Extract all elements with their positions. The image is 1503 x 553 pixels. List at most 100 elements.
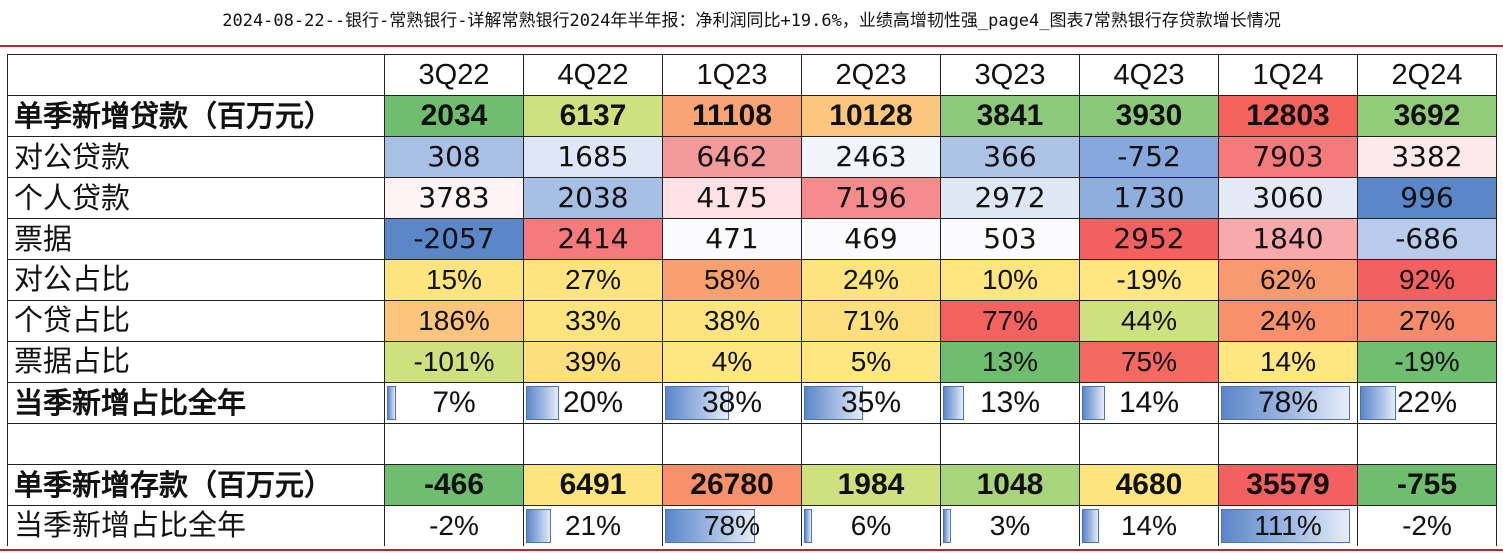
value-cell: 186% xyxy=(384,300,524,342)
share-value: 3% xyxy=(989,510,1031,541)
value-cell: 58% xyxy=(662,259,802,301)
value-cell: 4175 xyxy=(662,177,802,219)
value-cell: 15% xyxy=(384,259,524,301)
share-value: 20% xyxy=(562,386,624,419)
share-cell: -2% xyxy=(1357,505,1497,546)
share-value: 7% xyxy=(432,386,476,419)
value-cell: 2972 xyxy=(940,177,1080,219)
value-cell: 4680 xyxy=(1079,464,1219,506)
value-cell: 14% xyxy=(1218,341,1358,383)
value-cell: 3783 xyxy=(384,177,524,219)
value-cell: -101% xyxy=(384,341,524,383)
spacer-row xyxy=(7,423,1497,465)
value-cell: 2414 xyxy=(523,218,663,260)
share-cell-box: 78% xyxy=(664,506,801,546)
share-cell-box: 21% xyxy=(525,506,662,546)
data-row: 票据 -2057 2414 471 469 503 2952 1840 -686 xyxy=(7,218,1497,260)
value-cell: 10% xyxy=(940,259,1080,301)
row-label: 单季新增贷款（百万元） xyxy=(7,95,385,137)
loan-share-row: 当季新增占比全年 7% 20% 38% 35% 13% 14% 78% 22% xyxy=(7,382,1497,424)
value-cell: 39% xyxy=(523,341,663,383)
share-value: 78% xyxy=(1257,386,1319,419)
value-cell: -2057 xyxy=(384,218,524,260)
share-cell-box: -2% xyxy=(386,506,523,546)
quarter-header-cell: 1Q23 xyxy=(662,54,802,96)
share-cell: 3% xyxy=(940,505,1080,546)
figure-caption: 2024-08-22--银行-常熟银行-详解常熟银行2024年半年报：净利润同比… xyxy=(222,11,1281,31)
row-label: 票据占比 xyxy=(7,341,385,383)
share-value: 35% xyxy=(840,386,902,419)
value-cell: 7903 xyxy=(1218,136,1358,178)
data-bar xyxy=(943,386,964,420)
data-bar xyxy=(1082,386,1105,420)
value-cell: 2952 xyxy=(1079,218,1219,260)
share-cell: 7% xyxy=(384,382,524,424)
data-row: 票据占比 -101% 39% 4% 5% 13% 75% 14% -19% xyxy=(7,341,1497,383)
share-value: 111% xyxy=(1254,510,1322,541)
value-cell: 503 xyxy=(940,218,1080,260)
value-cell: 26780 xyxy=(662,464,802,506)
data-bar xyxy=(526,509,551,543)
share-cell-box: 38% xyxy=(664,384,801,423)
value-cell: 77% xyxy=(940,300,1080,342)
value-cell: -19% xyxy=(1079,259,1219,301)
empty-cell xyxy=(1357,423,1497,465)
data-row: 单季新增贷款（百万元） 2034 6137 11108 10128 3841 3930 128… xyxy=(7,95,1497,137)
value-cell: 3382 xyxy=(1357,136,1497,178)
share-cell: 78% xyxy=(662,505,802,546)
value-cell: 62% xyxy=(1218,259,1358,301)
table-body: 3Q22 4Q22 1Q23 2Q23 3Q23 4Q23 1Q24 2Q24 单季新增贷款（百… xyxy=(7,54,1497,546)
share-cell: 78% xyxy=(1218,382,1358,424)
data-bar xyxy=(943,509,951,543)
share-cell-box: 111% xyxy=(1220,506,1357,546)
value-cell: 24% xyxy=(801,259,941,301)
value-cell: 27% xyxy=(1357,300,1497,342)
value-cell: 2038 xyxy=(523,177,663,219)
share-cell: -2% xyxy=(384,505,524,546)
value-cell: 308 xyxy=(384,136,524,178)
value-cell: 6462 xyxy=(662,136,802,178)
value-cell: 1685 xyxy=(523,136,663,178)
value-cell: 75% xyxy=(1079,341,1219,383)
value-cell: -466 xyxy=(384,464,524,506)
value-cell: 12803 xyxy=(1218,95,1358,137)
share-value: -2% xyxy=(1402,510,1452,541)
share-cell: 21% xyxy=(523,505,663,546)
value-cell: 71% xyxy=(801,300,941,342)
quarter-header-cell: 3Q23 xyxy=(940,54,1080,96)
value-cell: 24% xyxy=(1218,300,1358,342)
share-cell-box: 14% xyxy=(1081,384,1218,423)
share-value: 78% xyxy=(703,510,761,541)
empty-cell xyxy=(1218,423,1358,465)
value-cell: 996 xyxy=(1357,177,1497,219)
data-bar xyxy=(804,509,812,543)
deposit-row: 单季新增存款（百万元） -466 6491 26780 1984 1048 4680 3557… xyxy=(7,464,1497,506)
quarter-header-cell: 4Q23 xyxy=(1079,54,1219,96)
share-cell: 22% xyxy=(1357,382,1497,424)
top-divider xyxy=(0,45,1503,47)
deposit-share-row: 当季新增占比全年 -2% 21% 78% 6% 3% 14% 111% -2% xyxy=(7,505,1497,546)
data-bar xyxy=(1082,509,1099,543)
share-cell: 20% xyxy=(523,382,663,424)
value-cell: 1048 xyxy=(940,464,1080,506)
value-cell: 1840 xyxy=(1218,218,1358,260)
share-cell: 14% xyxy=(1079,505,1219,546)
row-label: 当季新增占比全年 xyxy=(7,382,385,424)
share-value: 22% xyxy=(1396,386,1458,419)
empty-cell xyxy=(801,423,941,465)
value-cell: 3060 xyxy=(1218,177,1358,219)
share-cell-box: 6% xyxy=(803,506,940,546)
header-row: 3Q22 4Q22 1Q23 2Q23 3Q23 4Q23 1Q24 2Q24 xyxy=(7,54,1497,96)
empty-cell xyxy=(7,423,385,465)
value-cell: 92% xyxy=(1357,259,1497,301)
share-cell-box: 20% xyxy=(525,384,662,423)
empty-cell xyxy=(940,423,1080,465)
value-cell: 3692 xyxy=(1357,95,1497,137)
share-cell-box: 13% xyxy=(942,384,1079,423)
data-bar xyxy=(526,386,559,420)
share-cell: 38% xyxy=(662,382,802,424)
value-cell: 11108 xyxy=(662,95,802,137)
data-row: 个贷占比 186% 33% 38% 71% 77% 44% 24% 27% xyxy=(7,300,1497,342)
data-row: 对公占比 15% 27% 58% 24% 10% -19% 62% 92% xyxy=(7,259,1497,301)
share-value: 14% xyxy=(1120,510,1178,541)
